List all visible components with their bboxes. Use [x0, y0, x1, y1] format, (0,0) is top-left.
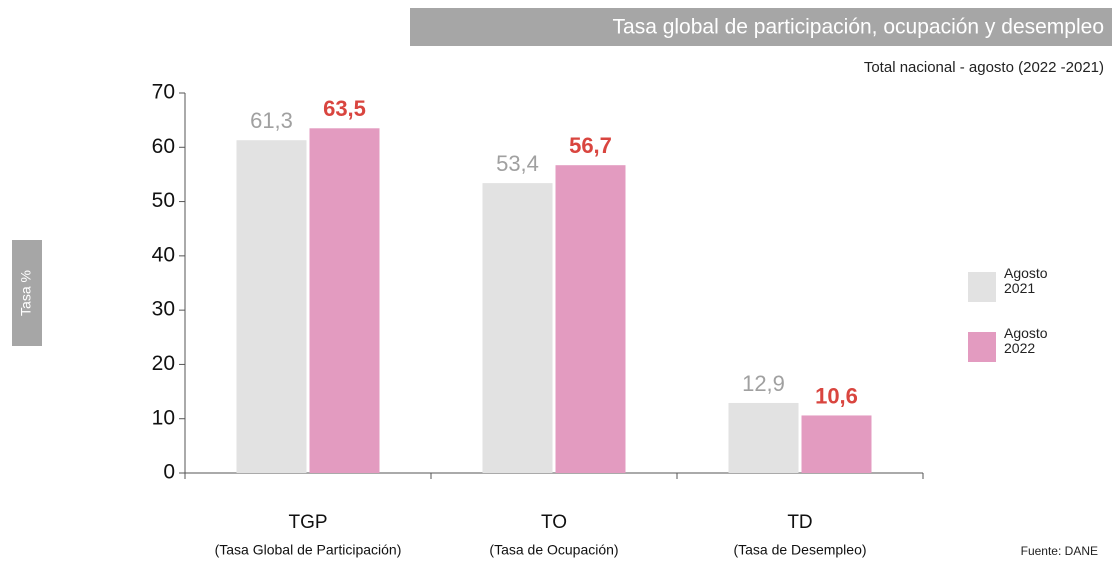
value-label: 10,6 [815, 383, 858, 408]
legend-entry: Agosto 2021 [1004, 266, 1048, 296]
x-tick-label: TD [787, 512, 812, 533]
legend-label: Agosto 2021 [1004, 266, 1048, 296]
value-label: 61,3 [250, 108, 293, 133]
x-tick-label: TO [541, 512, 567, 533]
y-tick-label: 50 [152, 189, 175, 212]
y-tick-label: 20 [152, 352, 175, 375]
y-tick-label: 40 [152, 243, 175, 266]
value-label: 12,9 [742, 371, 785, 396]
y-tick-label: 30 [152, 298, 175, 321]
value-label: 53,4 [496, 151, 539, 176]
title-box [410, 8, 1112, 46]
y-label-box [12, 240, 42, 346]
x-tick-description: (Tasa de Ocupación) [489, 542, 618, 558]
y-tick-label: 0 [163, 461, 175, 484]
bar [309, 128, 380, 474]
bar [728, 402, 799, 473]
y-tick-label: 10 [152, 406, 175, 429]
y-tick-label: 60 [152, 135, 175, 158]
y-tick-label: 70 [152, 81, 175, 104]
x-tick-label: TGP [288, 512, 327, 533]
bar [555, 165, 626, 473]
bar [236, 140, 307, 473]
value-label: 56,7 [569, 133, 612, 158]
legend-label: Agosto 2022 [1004, 326, 1048, 356]
legend-swatch [968, 332, 996, 362]
x-tick-description: (Tasa Global de Participación) [215, 542, 402, 558]
chart-title: Tasa global de participación, ocupación … [613, 16, 1104, 39]
legend-swatch [968, 272, 996, 302]
bar [482, 183, 553, 473]
chart-subtitle: Total nacional - agosto (2022 -2021) [864, 59, 1104, 76]
y-axis-label: Tasa % [18, 270, 34, 316]
legend-entry: Agosto 2022 [1004, 326, 1048, 356]
x-tick-description: (Tasa de Desempleo) [733, 542, 866, 558]
value-label: 63,5 [323, 96, 366, 121]
source: Fuente: DANE [1021, 544, 1098, 558]
bar [801, 415, 872, 473]
